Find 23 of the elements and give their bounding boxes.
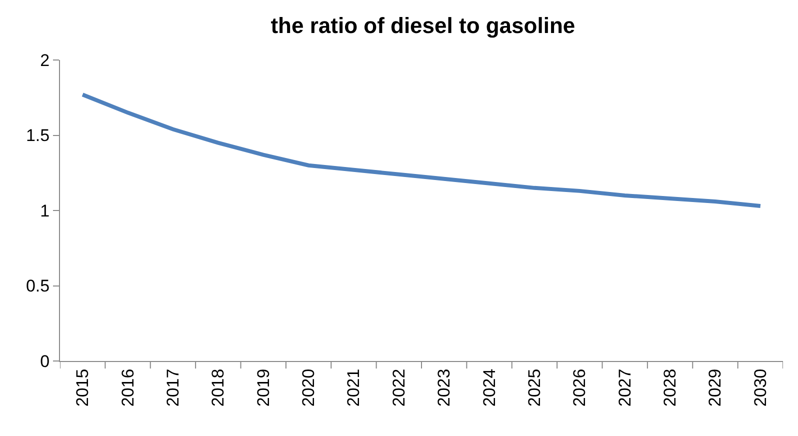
x-tick-label: 2026 bbox=[570, 368, 590, 407]
x-tick-label: 2019 bbox=[254, 368, 273, 407]
y-tick-label: 2 bbox=[40, 50, 50, 70]
x-tick-label: 2021 bbox=[344, 368, 364, 407]
y-tick-label: 1.5 bbox=[26, 126, 50, 146]
line-series bbox=[80, 92, 762, 208]
x-tick-label: 2029 bbox=[706, 368, 725, 407]
x-tick-label: 2030 bbox=[750, 368, 770, 407]
x-tick-label: 2018 bbox=[208, 368, 228, 407]
x-tick-label: 2022 bbox=[389, 368, 408, 407]
x-tick-label: 2016 bbox=[118, 368, 138, 407]
x-tick-label: 2015 bbox=[73, 368, 92, 407]
x-tick-label: 2024 bbox=[480, 368, 499, 407]
x-tick-label: 2025 bbox=[524, 368, 544, 407]
x-tick-label: 2020 bbox=[299, 368, 318, 407]
y-tick-label: 0 bbox=[40, 352, 50, 371]
x-tick-label: 2028 bbox=[660, 368, 680, 407]
y-tick-label: 1 bbox=[40, 201, 50, 220]
chart-title: the ratio of diesel to gasoline bbox=[270, 12, 576, 38]
x-tick-label: 2023 bbox=[434, 368, 454, 407]
x-tick-label: 2017 bbox=[163, 368, 182, 407]
y-tick-label: 0.5 bbox=[26, 276, 50, 296]
x-tick-label: 2027 bbox=[615, 368, 634, 407]
